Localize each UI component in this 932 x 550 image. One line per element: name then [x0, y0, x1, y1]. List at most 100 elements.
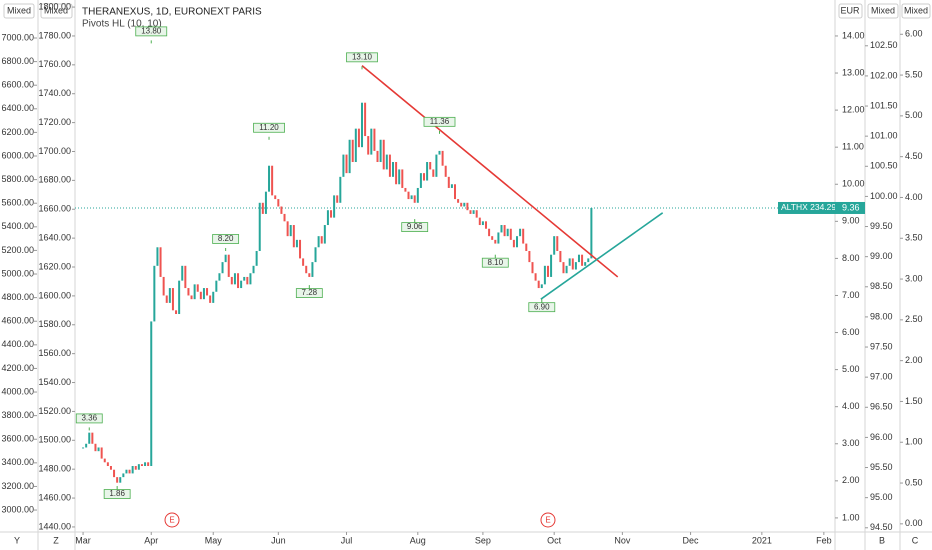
y-tick-label: 5400.00: [1, 221, 34, 231]
y-tick-label: 3600.00: [1, 434, 34, 444]
y-tick-label: 96.50: [870, 402, 893, 412]
candle: [147, 462, 150, 467]
candle: [187, 288, 190, 296]
candle: [469, 210, 472, 214]
y-tick-label: 1.00: [842, 512, 860, 522]
candle: [125, 469, 128, 474]
candle: [286, 221, 289, 237]
candle: [168, 288, 171, 303]
y-tick-label: 4200.00: [1, 363, 34, 373]
candle: [206, 288, 209, 296]
y-tick-label: 0.50: [905, 477, 923, 487]
axis-button[interactable]: [3, 3, 35, 19]
candle: [410, 195, 413, 200]
candle: [196, 284, 199, 292]
axis-button-label[interactable]: Mixed: [7, 5, 31, 15]
corner-button[interactable]: C: [912, 535, 919, 545]
y-tick-label: 1560.00: [38, 348, 71, 358]
y-tick-label: 1500.00: [38, 435, 71, 445]
candle: [478, 217, 481, 226]
corner-button[interactable]: Y: [14, 535, 20, 545]
y-tick-label: 5.50: [905, 69, 923, 79]
currency-label[interactable]: EUR: [840, 5, 860, 15]
pivot-label: 8.20: [218, 234, 234, 243]
candle: [116, 477, 119, 483]
y-tick-label: 6000.00: [1, 150, 34, 160]
axis-button-label[interactable]: Mixed: [904, 5, 928, 15]
candle: [252, 265, 255, 274]
candle: [227, 254, 230, 277]
candle: [261, 202, 264, 214]
candle: [175, 310, 178, 315]
candle: [373, 128, 376, 151]
y-tick-label: 4000.00: [1, 386, 34, 396]
candle: [202, 288, 205, 300]
y-tick-label: 5600.00: [1, 198, 34, 208]
y-tick-label: 102.50: [870, 40, 898, 50]
candle: [354, 128, 357, 163]
y-tick-label: 5200.00: [1, 245, 34, 255]
candle: [416, 187, 419, 203]
y-tick-label: 4.00: [905, 192, 923, 202]
y-tick-label: 6200.00: [1, 127, 34, 137]
candle: [388, 154, 391, 177]
y-tick-label: 13.00: [842, 67, 865, 77]
axis-button-label[interactable]: Mixed: [871, 5, 895, 15]
candle: [134, 466, 137, 470]
candle: [317, 236, 320, 248]
y-tick-label: 3.00: [842, 438, 860, 448]
candle: [413, 195, 416, 203]
candle: [497, 232, 500, 244]
y-tick-label: 1780.00: [38, 30, 71, 40]
pivot-box: [75, 413, 103, 424]
y-tick-label: 1640.00: [38, 233, 71, 243]
candle: [342, 154, 345, 177]
y-tick-label: 4.00: [842, 401, 860, 411]
corner-button[interactable]: Z: [53, 535, 59, 545]
candle: [367, 136, 370, 155]
trend-line: [361, 65, 619, 278]
pivot-box: [253, 122, 285, 133]
y-tick-label: 5000.00: [1, 268, 34, 278]
x-tick-label: Jun: [271, 535, 286, 545]
candle: [457, 199, 460, 203]
corner-button[interactable]: B: [879, 535, 885, 545]
y-tick-label: 0.00: [905, 518, 923, 528]
candle: [137, 464, 140, 470]
y-tick-label: 1520.00: [38, 406, 71, 416]
candle: [305, 265, 308, 274]
axis-button-label[interactable]: Mixed: [44, 5, 68, 15]
candle: [370, 128, 373, 155]
pivot-box: [401, 222, 429, 233]
y-tick-label: 1.00: [905, 437, 923, 447]
candle: [357, 128, 360, 148]
pivot-label: 11.36: [430, 117, 450, 126]
candle: [258, 202, 261, 251]
candle: [522, 228, 525, 244]
y-tick-label: 2.00: [905, 355, 923, 365]
y-tick-label: 94.50: [870, 522, 893, 532]
y-tick-label: 99.00: [870, 251, 893, 261]
candle: [314, 247, 317, 263]
y-tick-label: 12.00: [842, 104, 865, 114]
pivot-label: 1.86: [109, 489, 125, 498]
candle: [559, 250, 562, 263]
y-tick-label: 98.50: [870, 281, 893, 291]
y-tick-label: 97.00: [870, 372, 893, 382]
pivot-label: 13.80: [141, 26, 162, 35]
axis-button[interactable]: [40, 3, 73, 19]
y-tick-label: 102.00: [870, 70, 898, 80]
candle: [113, 469, 116, 478]
axis-button[interactable]: [901, 3, 931, 19]
currency-button[interactable]: [838, 3, 863, 19]
y-tick-label: 1660.00: [38, 204, 71, 214]
candle: [339, 176, 342, 203]
axis-button[interactable]: [867, 3, 899, 19]
candle: [398, 169, 401, 185]
candle: [249, 273, 252, 285]
candle: [323, 225, 326, 244]
y-tick-label: 95.00: [870, 492, 893, 502]
candle: [423, 173, 426, 181]
candle: [218, 273, 221, 281]
candle: [395, 162, 398, 185]
